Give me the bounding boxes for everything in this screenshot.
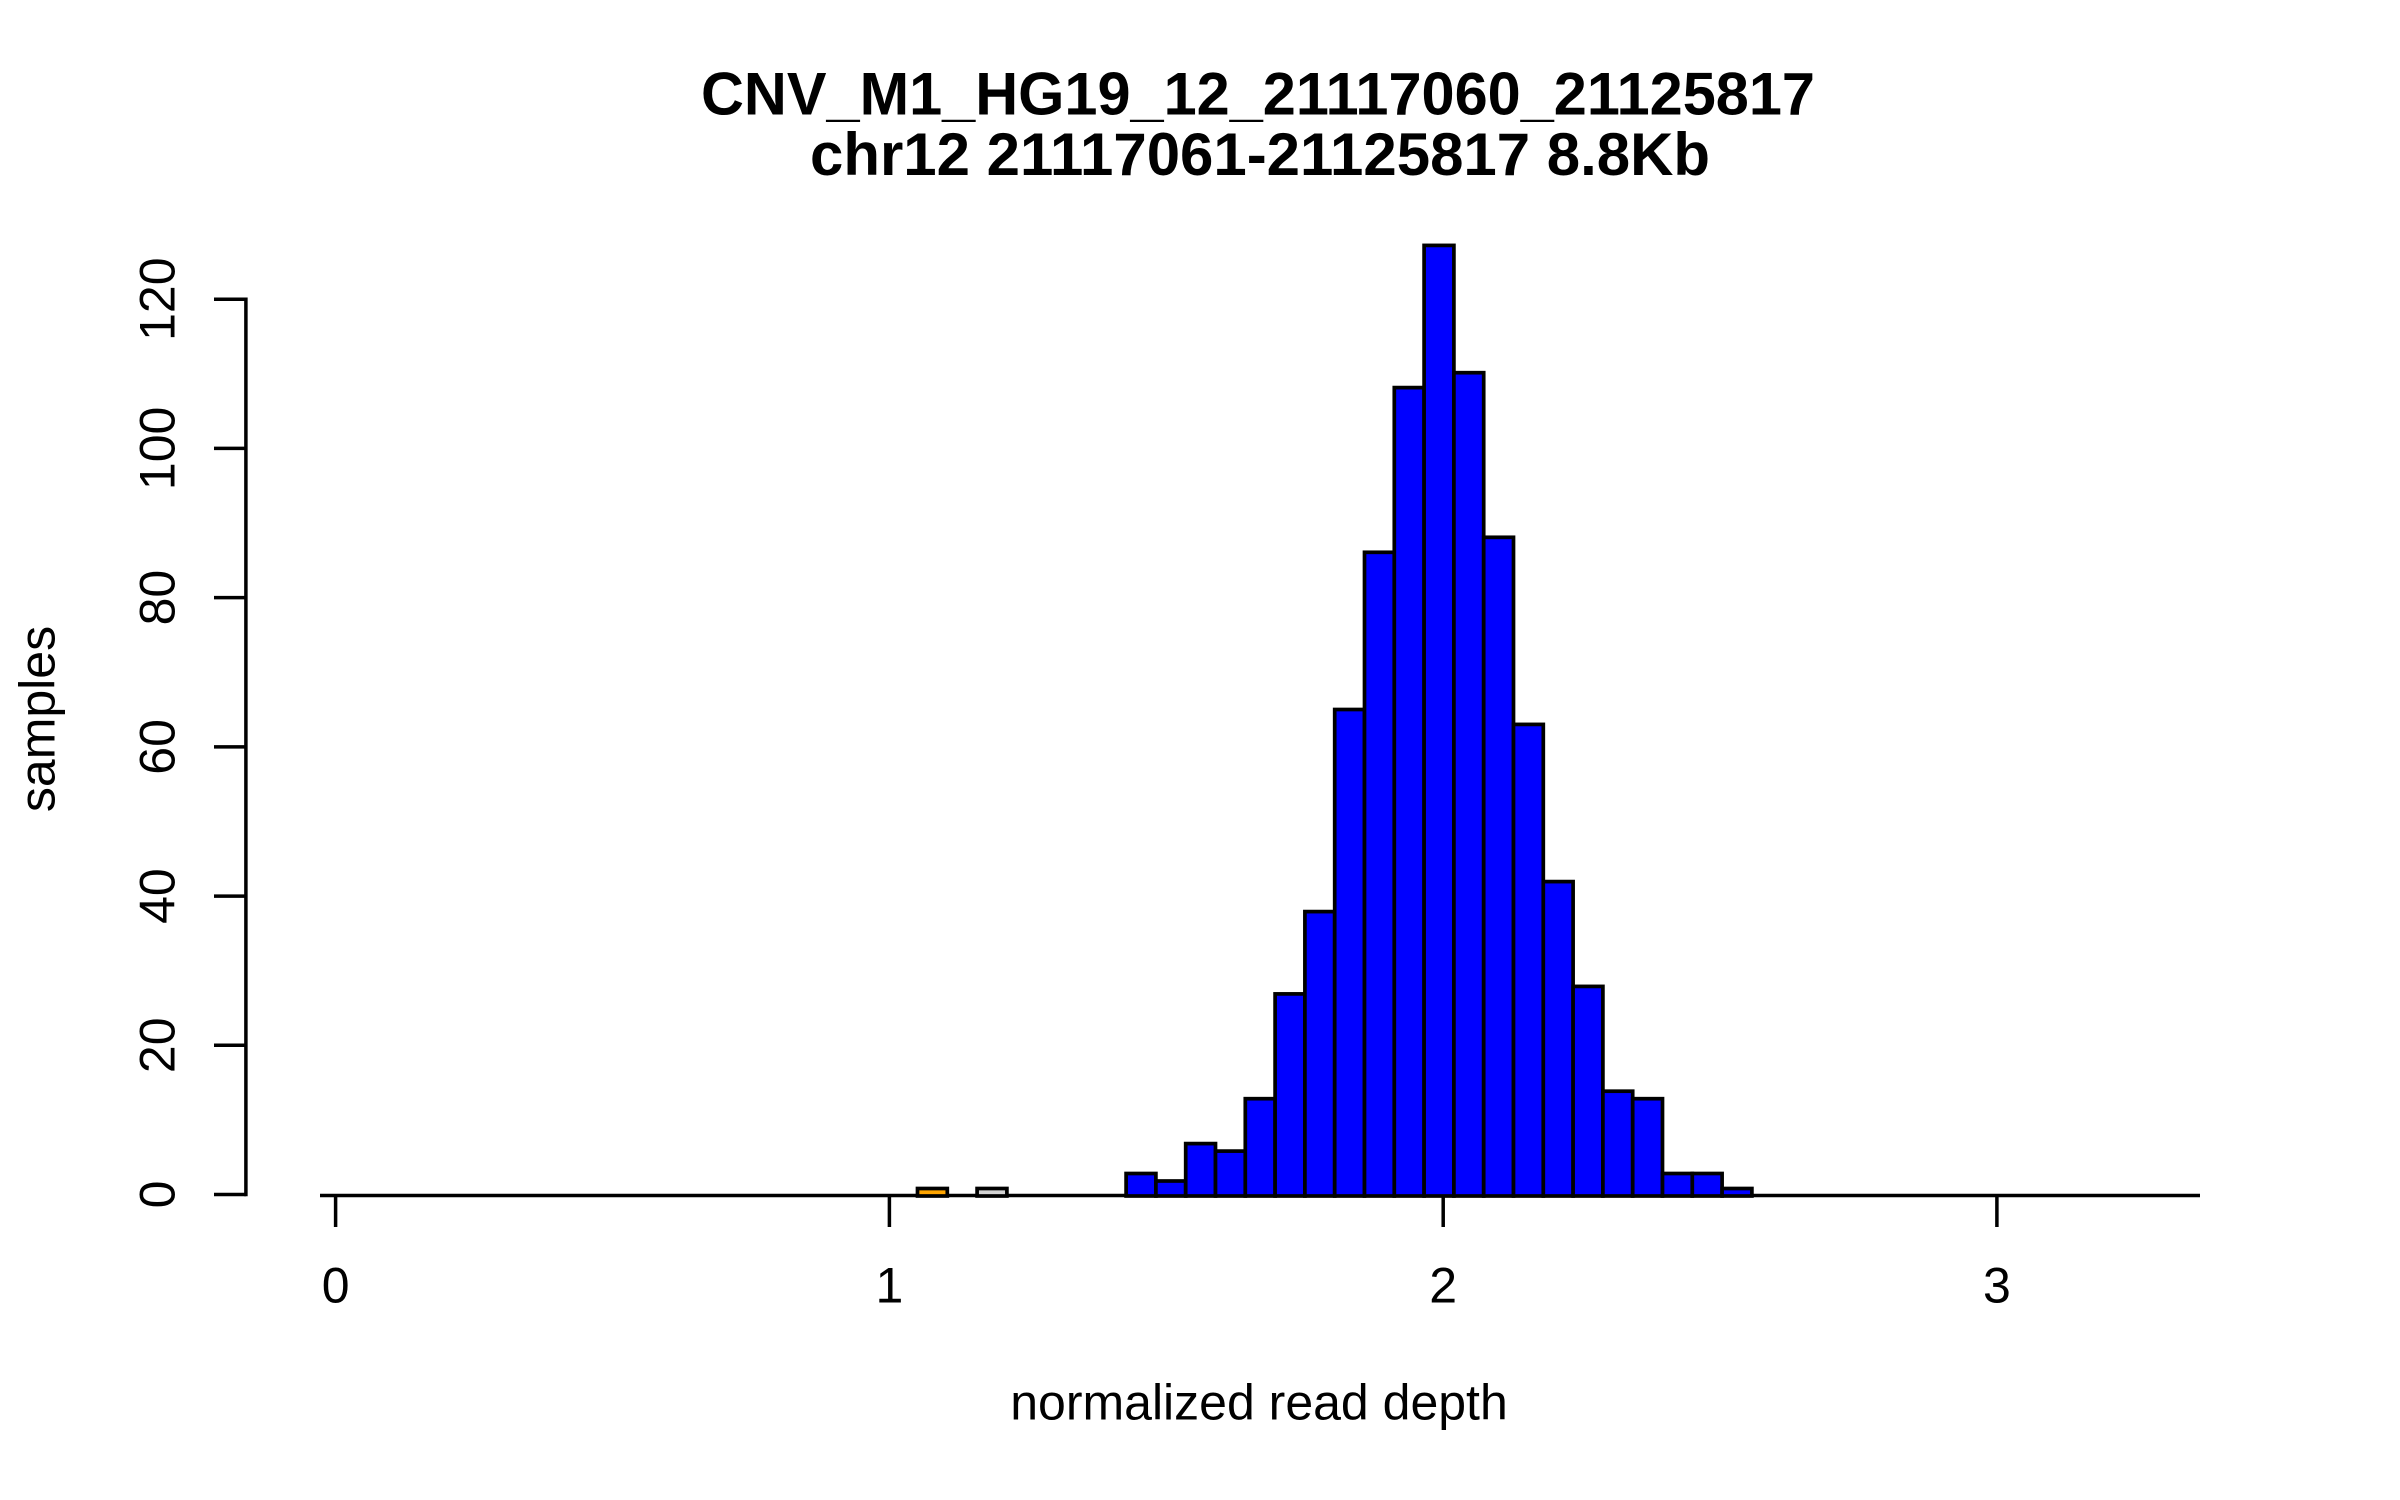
svg-text:20: 20 <box>130 1017 186 1073</box>
svg-text:chr12 21117061-21125817 8.8Kb: chr12 21117061-21125817 8.8Kb <box>810 121 1710 188</box>
svg-text:100: 100 <box>130 407 186 490</box>
svg-text:0: 0 <box>130 1181 186 1209</box>
svg-text:CNV_M1_HG19_12_21117060_211258: CNV_M1_HG19_12_21117060_21125817 <box>701 61 1815 128</box>
svg-text:3: 3 <box>1983 1258 2011 1314</box>
svg-text:samples: samples <box>10 626 66 812</box>
svg-text:2: 2 <box>1429 1258 1457 1314</box>
svg-text:60: 60 <box>130 719 186 775</box>
svg-text:0: 0 <box>322 1258 350 1314</box>
svg-text:40: 40 <box>130 868 186 924</box>
svg-text:normalized read depth: normalized read depth <box>1010 1375 1508 1431</box>
svg-text:80: 80 <box>130 570 186 626</box>
svg-text:120: 120 <box>130 257 186 340</box>
svg-text:1: 1 <box>875 1258 903 1314</box>
